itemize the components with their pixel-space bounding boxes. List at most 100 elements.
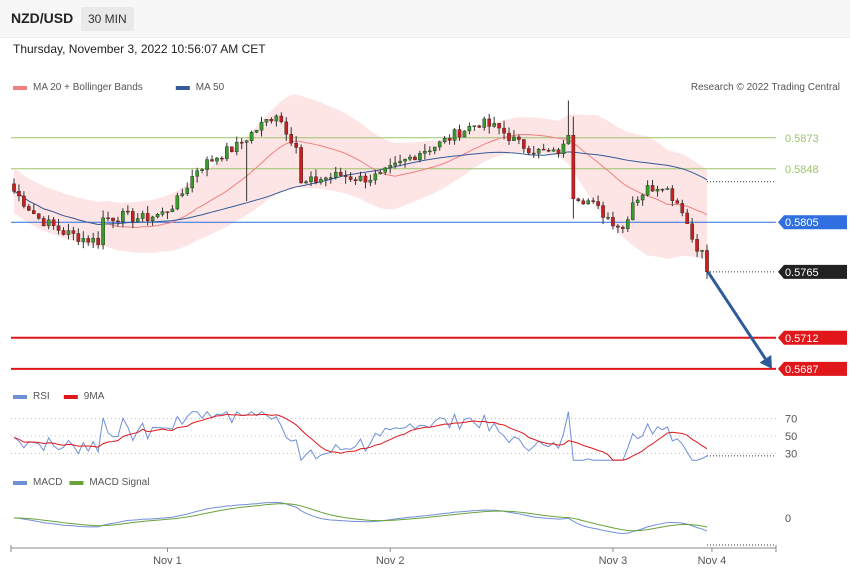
candle-body <box>388 165 393 169</box>
candle-body <box>309 176 313 182</box>
candle-body <box>596 201 600 206</box>
candle-body <box>343 175 348 177</box>
candle-body <box>403 158 407 162</box>
rsi-legend: RSI 9MA <box>13 391 105 402</box>
candle-body <box>76 233 81 242</box>
candle-body <box>408 156 412 160</box>
price-levels: 0.5873 0.5848 0.5805 0.5765 0.5712 0.5687 <box>11 133 847 376</box>
candle-body <box>41 218 46 227</box>
candle-body <box>36 213 41 219</box>
candle-body <box>650 185 655 192</box>
candle-body <box>12 183 16 192</box>
candle-body <box>457 129 462 138</box>
candle-body <box>541 148 546 151</box>
candle-body <box>566 135 571 145</box>
level-tag <box>778 361 847 376</box>
candle-body <box>27 206 31 211</box>
level-tag <box>778 215 847 230</box>
candle-body <box>96 237 100 245</box>
candle-body <box>274 115 279 122</box>
legend-label: 9MA <box>84 391 105 402</box>
forecast-arrow <box>706 271 772 369</box>
candle-body <box>289 134 294 144</box>
legend-swatch <box>13 395 27 399</box>
level-tag <box>778 264 847 279</box>
candle-body <box>462 130 467 138</box>
candle-body <box>626 219 630 229</box>
macd-legend: MACD MACD Signal <box>13 477 149 488</box>
candle-body <box>437 141 442 148</box>
candle-body <box>155 214 160 218</box>
legend-swatch <box>175 86 190 90</box>
candle-body <box>556 149 561 155</box>
candle-body <box>160 211 165 215</box>
candle-body <box>546 149 551 152</box>
candle-body <box>314 176 318 183</box>
legend-label: MACD <box>33 477 62 488</box>
candle-body <box>66 230 71 235</box>
candle-body <box>695 239 699 252</box>
candle-body <box>477 125 482 128</box>
rsi-tick-label: 50 <box>785 431 797 443</box>
candle-body <box>413 156 417 161</box>
candle-body <box>591 200 595 202</box>
candle-body <box>269 119 274 122</box>
candle-body <box>195 170 199 177</box>
candle-body <box>670 188 675 201</box>
rsi-ma-line <box>13 413 708 461</box>
candle-body <box>383 167 388 173</box>
candle-body <box>324 177 328 180</box>
candle-body <box>200 169 204 171</box>
macd-panel: 0 <box>13 501 791 546</box>
candle-body <box>467 126 472 132</box>
x-tick-label: Nov 1 <box>153 555 182 567</box>
candle-body <box>442 138 447 143</box>
candle-body <box>447 138 452 141</box>
rsi-panel: 70 50 30 <box>11 410 797 462</box>
chart-header: NZD/USD 30 MIN <box>0 0 850 38</box>
candle-body <box>517 136 521 140</box>
candle-body <box>492 123 496 127</box>
candle-body <box>333 171 338 178</box>
candle-body <box>329 177 333 179</box>
candle-body <box>239 141 244 144</box>
candle-body <box>660 188 665 191</box>
forecast-arrow-head <box>759 354 772 369</box>
candle-body <box>655 188 660 192</box>
x-tick-label: Nov 3 <box>599 555 628 567</box>
candle-body <box>111 217 115 222</box>
candle-body <box>319 179 323 183</box>
rsi-tick-label: 70 <box>785 414 797 426</box>
candle-body <box>576 198 581 202</box>
candle-body <box>106 217 110 220</box>
candle-body <box>126 210 130 213</box>
candle-body <box>368 179 373 183</box>
candle-body <box>51 219 56 226</box>
candle-body <box>428 150 432 153</box>
candle-body <box>353 179 358 181</box>
candle-body <box>61 230 66 235</box>
candle-body <box>284 121 289 135</box>
candle-body <box>393 162 397 166</box>
candle-body <box>234 141 239 153</box>
level-tag <box>778 330 847 345</box>
candle-body <box>616 225 620 228</box>
macd-signal-line <box>13 503 708 532</box>
candle-body <box>358 175 363 181</box>
candle-body <box>432 146 437 152</box>
candle-body <box>378 172 383 175</box>
candle-body <box>229 146 234 153</box>
candle-body <box>611 217 615 227</box>
macd-tick-label: 0 <box>785 513 791 525</box>
candle-body <box>249 132 254 141</box>
candle-body <box>621 226 625 229</box>
candle-body <box>116 220 120 223</box>
candle-body <box>299 147 303 184</box>
legend-swatch <box>63 395 78 399</box>
candle-body <box>635 199 640 203</box>
candle-body <box>279 115 284 123</box>
candle-body <box>527 148 531 154</box>
timeframe-badge[interactable]: 30 MIN <box>81 7 134 31</box>
level-label: 0.5873 <box>785 133 819 145</box>
